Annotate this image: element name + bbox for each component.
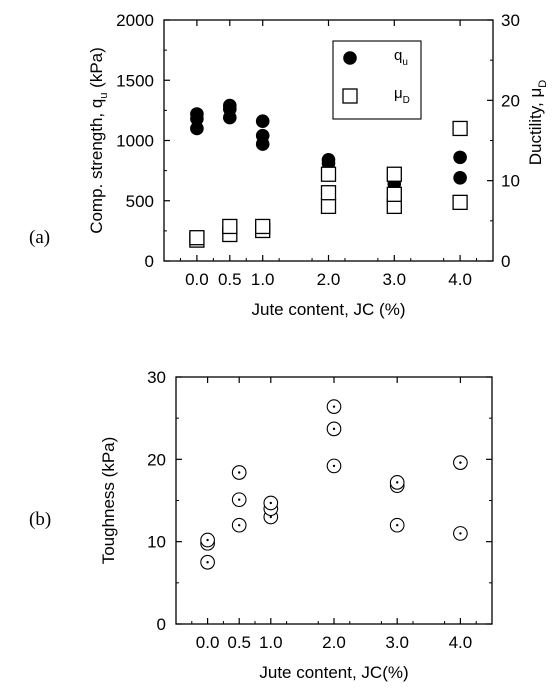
- legend-label-subscript: u: [402, 57, 408, 68]
- data-point: [222, 218, 238, 235]
- data-point-center: [396, 481, 399, 484]
- y-tick-label: 500: [126, 192, 154, 211]
- y-axis-label: Comp. strength, qu (kPa): [87, 47, 110, 234]
- data-point: [255, 128, 270, 143]
- x-tick-label: 1.0: [259, 633, 283, 652]
- plot-frame: [163, 19, 494, 262]
- x-tick-label: 4.0: [449, 633, 473, 652]
- x-tick-label: 3.0: [385, 633, 409, 652]
- x-axis-label: Jute content, JC (%): [251, 300, 405, 319]
- data-point: [452, 194, 468, 211]
- y-tick-label: 0: [145, 252, 154, 271]
- x-tick-label: 0.5: [227, 633, 251, 652]
- data-point-center: [238, 498, 241, 501]
- y-tick-label: 0: [157, 615, 166, 634]
- x-tick-label: 4.0: [448, 270, 472, 289]
- data-point: [255, 218, 271, 235]
- data-point: [386, 166, 402, 182]
- x-tick-label: 0.0: [185, 270, 209, 289]
- legend: qu μD: [332, 40, 422, 120]
- data-point-center: [332, 405, 336, 408]
- data-point: [453, 171, 467, 185]
- data-point: [320, 166, 337, 182]
- legend-label-subscript: D: [403, 95, 410, 106]
- data-point-center: [459, 532, 462, 535]
- data-point-center: [332, 464, 336, 468]
- data-point-center: [206, 538, 209, 542]
- legend-label: μD: [394, 85, 410, 106]
- series-1: [189, 120, 468, 248]
- plot-frame: [175, 376, 493, 625]
- y2-tick-label: 0: [501, 252, 510, 271]
- panel-label: (b): [29, 509, 51, 530]
- x-tick-label: 2.0: [317, 270, 341, 289]
- y-axis-label-unit: (kPa): [87, 47, 106, 92]
- panel-label: (a): [29, 227, 50, 248]
- legend-marker: [343, 51, 357, 65]
- y-tick-label: 10: [147, 533, 166, 552]
- data-point-center: [238, 471, 241, 474]
- data-point: [190, 121, 204, 136]
- y-axis-label-subscript: u: [98, 93, 110, 99]
- y2-tick-label: 20: [501, 91, 520, 110]
- data-point: [189, 230, 205, 246]
- data-point: [453, 150, 467, 165]
- data-point-center: [332, 427, 336, 431]
- data-point: [386, 186, 402, 202]
- x-tick-label: 0.5: [218, 270, 242, 289]
- data-point: [255, 114, 270, 129]
- y-axis-label-text: Toughness (kPa): [99, 437, 118, 565]
- data-point: [321, 152, 336, 167]
- y-axis-label: Toughness (kPa): [99, 437, 118, 565]
- y2-axis-label: Ductility, μD: [526, 80, 549, 166]
- y-tick-label: 20: [147, 450, 166, 469]
- data-point-center: [206, 561, 209, 564]
- x-tick-label: 2.0: [322, 633, 346, 652]
- chart-panel-a: (a) 0.0 0.5 1.0 2.0 3.0 4.0 0 500 1000 1500 2000 0 10…: [29, 11, 549, 319]
- series-0: [190, 98, 467, 191]
- y-tick-label: 30: [147, 368, 166, 387]
- legend-marker: [342, 88, 358, 104]
- y2-tick-label: 30: [501, 11, 520, 30]
- data-point-center: [396, 524, 399, 527]
- legend-label: qu: [394, 47, 408, 68]
- data-point-center: [459, 461, 462, 464]
- data-point: [320, 198, 337, 215]
- data-point: [223, 98, 237, 113]
- x-tick-label: 3.0: [382, 270, 406, 289]
- y-tick-label: 1500: [116, 71, 154, 90]
- y-tick-label: 1000: [116, 132, 154, 151]
- x-tick-label: 0.0: [196, 633, 220, 652]
- legend-label-symbol: μ: [394, 85, 403, 102]
- series-0: [200, 399, 468, 570]
- data-point: [320, 185, 337, 201]
- data-point-center: [238, 524, 241, 527]
- y2-tick-label: 10: [501, 172, 520, 191]
- data-point: [190, 107, 204, 121]
- x-axis-label: Jute content, JC(%): [259, 663, 408, 682]
- data-point: [452, 120, 468, 137]
- legend-label-symbol: q: [394, 47, 402, 64]
- y-axis-label-text: Comp. strength, q: [87, 99, 106, 234]
- y2-axis-label-text: Ductility, μ: [526, 88, 545, 166]
- y-tick-label: 2000: [116, 11, 154, 30]
- data-point-center: [269, 515, 272, 519]
- y2-axis-label-subscript: D: [537, 80, 549, 88]
- x-tick-label: 1.0: [251, 270, 275, 289]
- data-point-center: [269, 501, 272, 505]
- chart-panel-b: (b) 0.0 0.5 1.0 2.0 3.0 4.0 0 10 20 30 Jute content…: [29, 368, 493, 682]
